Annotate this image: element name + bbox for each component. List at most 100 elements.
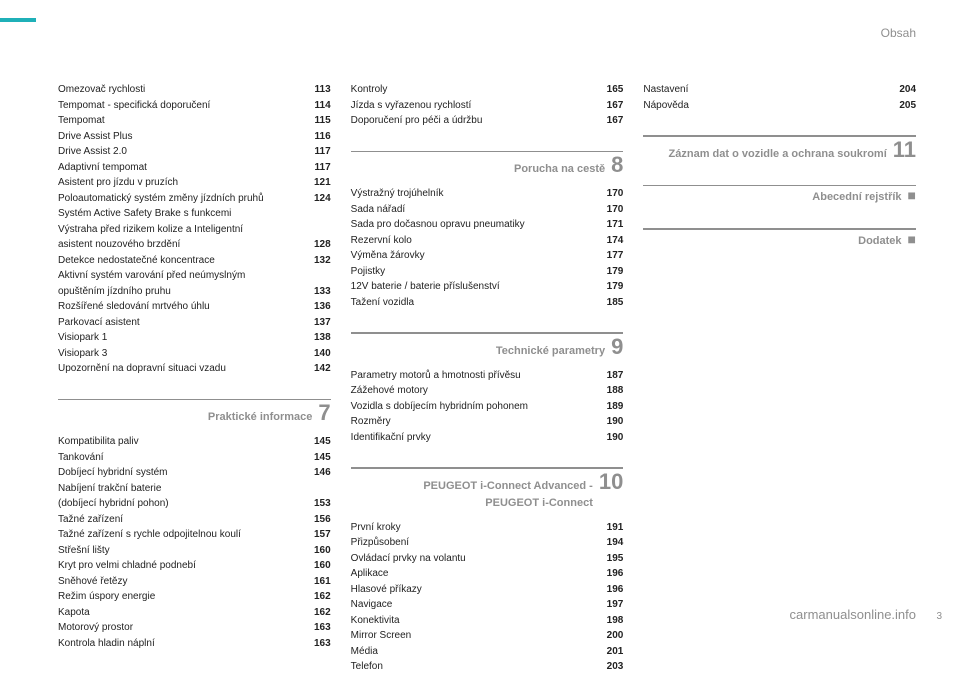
footer-page-number: 3 xyxy=(936,611,942,622)
toc-list: Kontroly165Jízda s vyřazenou rychlostí16… xyxy=(351,82,624,129)
toc-label: Systém Active Safety Brake s funkcemi xyxy=(58,206,331,222)
toc-label: Média xyxy=(351,644,607,660)
toc-row: Kompatibilita paliv145 xyxy=(58,434,331,450)
toc-row: Střešní lišty160 xyxy=(58,543,331,559)
toc-label: Sněhové řetězy xyxy=(58,574,314,590)
toc-label: Střešní lišty xyxy=(58,543,314,559)
toc-page: 133 xyxy=(314,284,331,300)
toc-page: 170 xyxy=(607,202,624,218)
column-1: Omezovač rychlosti113Tempomat - specific… xyxy=(58,82,331,675)
column-3: Nastavení204Nápověda205 Záznam dat o voz… xyxy=(643,82,916,675)
toc-page: 136 xyxy=(314,299,331,315)
toc-row: Nastavení204 xyxy=(643,82,916,98)
toc-label: Tažné zařízení xyxy=(58,512,314,528)
toc-label: Navigace xyxy=(351,597,607,613)
toc-label: Zážehové motory xyxy=(351,383,607,399)
toc-label: Asistent pro jízdu v pruzích xyxy=(58,175,314,191)
toc-label: Tempomat - specifická doporučení xyxy=(58,98,315,114)
toc-row: Upozornění na dopravní situaci vzadu142 xyxy=(58,361,331,377)
toc-page: 113 xyxy=(315,82,331,98)
toc-label: Poloautomatický systém změny jízdních pr… xyxy=(58,191,314,207)
toc-page: 190 xyxy=(607,414,624,430)
toc-row: Nabíjení trakční baterie xyxy=(58,481,331,497)
toc-row: Režim úspory energie162 xyxy=(58,589,331,605)
toc-page: 196 xyxy=(607,566,624,582)
toc-list: Parametry motorů a hmotnosti přívěsu187Z… xyxy=(351,368,624,446)
toc-page: 189 xyxy=(607,399,624,415)
toc-label: Ovládací prvky na volantu xyxy=(351,551,607,567)
toc-label: Telefon xyxy=(351,659,607,675)
section-divider xyxy=(351,467,624,469)
toc-page: 170 xyxy=(607,186,624,202)
toc-page: 187 xyxy=(607,368,624,384)
toc-page: 116 xyxy=(315,129,331,145)
section-header: Záznam dat o vozidle a ochrana soukromí … xyxy=(643,135,916,163)
toc-label: Nabíjení trakční baterie xyxy=(58,481,331,497)
toc-row: opuštěním jízdního pruhu133 xyxy=(58,284,331,300)
toc-page: 179 xyxy=(607,264,624,280)
toc-row: Systém Active Safety Brake s funkcemi xyxy=(58,206,331,222)
toc-page: 161 xyxy=(314,574,331,590)
toc-page: 163 xyxy=(314,620,331,636)
section-divider xyxy=(643,185,916,187)
toc-row: Dobíjecí hybridní systém146 xyxy=(58,465,331,481)
toc-row: Navigace197 xyxy=(351,597,624,613)
toc-page: 162 xyxy=(314,589,331,605)
toc-page: 156 xyxy=(314,512,331,528)
toc-row: Výstraha před rizikem kolize a Inteligen… xyxy=(58,222,331,238)
section-header: PEUGEOT i-Connect Advanced - PEUGEOT i-C… xyxy=(351,467,624,512)
toc-row: První kroky191 xyxy=(351,520,624,536)
toc-label: Upozornění na dopravní situaci vzadu xyxy=(58,361,314,377)
toc-page: 204 xyxy=(899,82,916,98)
toc-row: Tažení vozidla185 xyxy=(351,295,624,311)
toc-page: 140 xyxy=(314,346,331,362)
section-number: 10 xyxy=(599,471,623,493)
toc-label: Režim úspory energie xyxy=(58,589,314,605)
toc-label: Drive Assist 2.0 xyxy=(58,144,315,160)
toc-row: Výstražný trojúhelník170 xyxy=(351,186,624,202)
toc-row: Telefon203 xyxy=(351,659,624,675)
toc-page: 145 xyxy=(314,450,331,466)
toc-list: Kompatibilita paliv145Tankování145Dobíje… xyxy=(58,434,331,651)
toc-page: 205 xyxy=(899,98,916,114)
toc-page: 167 xyxy=(607,98,624,114)
toc-row: Přizpůsobení194 xyxy=(351,535,624,551)
toc-page: 165 xyxy=(607,82,624,98)
toc-row: Pojistky179 xyxy=(351,264,624,280)
toc-label: Visiopark 3 xyxy=(58,346,314,362)
toc-page: 174 xyxy=(607,233,624,249)
toc-label: Rozměry xyxy=(351,414,607,430)
toc-page: 153 xyxy=(314,496,331,512)
toc-page: 162 xyxy=(314,605,331,621)
toc-label: Drive Assist Plus xyxy=(58,129,315,145)
toc-row: Jízda s vyřazenou rychlostí167 xyxy=(351,98,624,114)
toc-label: Rezervní kolo xyxy=(351,233,607,249)
toc-label: asistent nouzového brzdění xyxy=(58,237,314,253)
toc-row: Vozidla s dobíjecím hybridním pohonem189 xyxy=(351,399,624,415)
toc-row: Aktivní systém varování před neúmyslným xyxy=(58,268,331,284)
toc-row: Ovládací prvky na volantu195 xyxy=(351,551,624,567)
toc-label: Kryt pro velmi chladné podnebí xyxy=(58,558,314,574)
toc-list: Omezovač rychlosti113Tempomat - specific… xyxy=(58,82,331,377)
header-label: Obsah xyxy=(881,26,916,40)
toc-page: 115 xyxy=(315,113,331,129)
toc-label: (dobíjecí hybridní pohon) xyxy=(58,496,314,512)
toc-label: Konektivita xyxy=(351,613,607,629)
toc-label: Kontroly xyxy=(351,82,607,98)
toc-row: Kontroly165 xyxy=(351,82,624,98)
toc-page: 201 xyxy=(607,644,624,660)
toc-page: 185 xyxy=(607,295,624,311)
toc-row: Tankování145 xyxy=(58,450,331,466)
toc-row: Adaptivní tempomat117 xyxy=(58,160,331,176)
toc-page: 194 xyxy=(607,535,624,551)
section-number: 7 xyxy=(318,402,330,424)
toc-page: 132 xyxy=(314,253,331,269)
toc-label: Parkovací asistent xyxy=(58,315,314,331)
toc-row: Sada pro dočasnou opravu pneumatiky171 xyxy=(351,217,624,233)
toc-label: Vozidla s dobíjecím hybridním pohonem xyxy=(351,399,607,415)
toc-row: Omezovač rychlosti113 xyxy=(58,82,331,98)
toc-row: Tempomat115 xyxy=(58,113,331,129)
section-bullet: ■ xyxy=(908,232,916,246)
toc-page: 128 xyxy=(314,237,331,253)
toc-label: Pojistky xyxy=(351,264,607,280)
